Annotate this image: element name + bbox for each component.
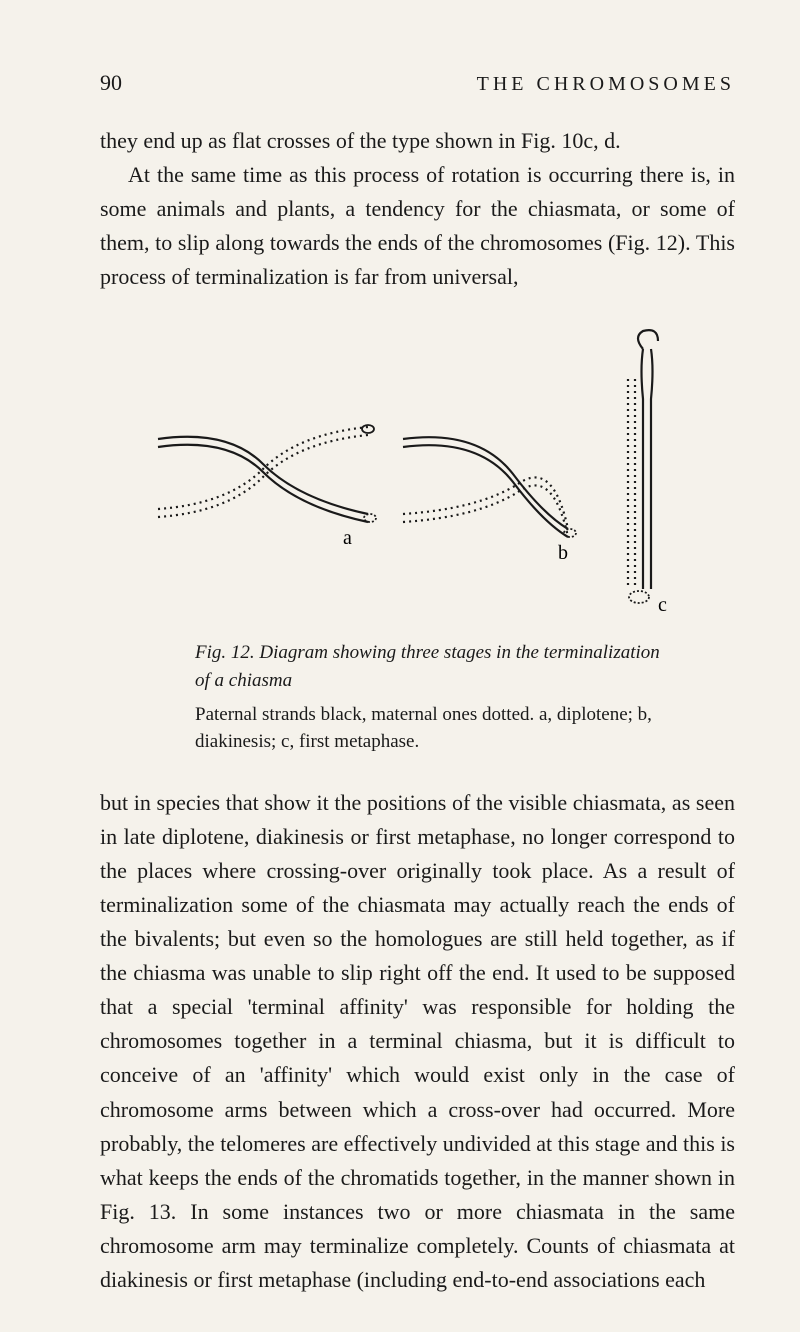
page-number: 90 <box>100 70 122 96</box>
figure-12: a b c <box>100 319 735 619</box>
paragraph-2: At the same time as this process of rota… <box>100 158 735 294</box>
label-a: a <box>343 527 352 549</box>
body-text-bottom: but in species that show it the position… <box>100 786 735 1297</box>
caption-title: Fig. 12. Diagram showing three stages in… <box>195 639 675 694</box>
label-c: c <box>658 594 667 616</box>
figure-12-caption: Fig. 12. Diagram showing three stages in… <box>195 639 675 755</box>
body-text-top: they end up as flat crosses of the type … <box>100 124 735 294</box>
panel-a: a <box>158 425 376 549</box>
paragraph-1: they end up as flat crosses of the type … <box>100 124 735 158</box>
figure-12-svg: a b c <box>148 319 688 619</box>
page-header: 90 THE CHROMOSOMES <box>100 70 735 96</box>
label-b: b <box>558 542 568 564</box>
panel-b: b <box>403 438 576 565</box>
caption-sub: Paternal strands black, maternal ones do… <box>195 701 675 756</box>
panel-c: c <box>628 331 667 617</box>
paragraph-3: but in species that show it the position… <box>100 786 735 1297</box>
running-head: THE CHROMOSOMES <box>477 73 735 96</box>
